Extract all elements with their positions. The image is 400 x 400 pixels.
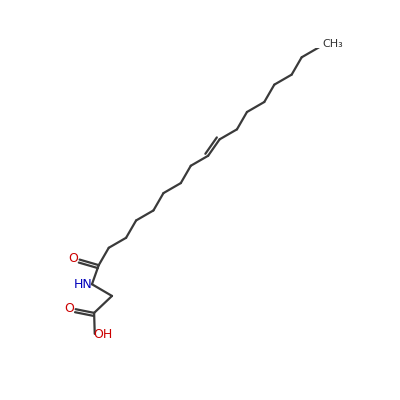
Text: CH₃: CH₃ (323, 39, 344, 49)
Text: HN: HN (74, 278, 93, 291)
Text: O: O (68, 252, 78, 266)
Text: O: O (64, 302, 74, 315)
Text: OH: OH (94, 328, 113, 341)
